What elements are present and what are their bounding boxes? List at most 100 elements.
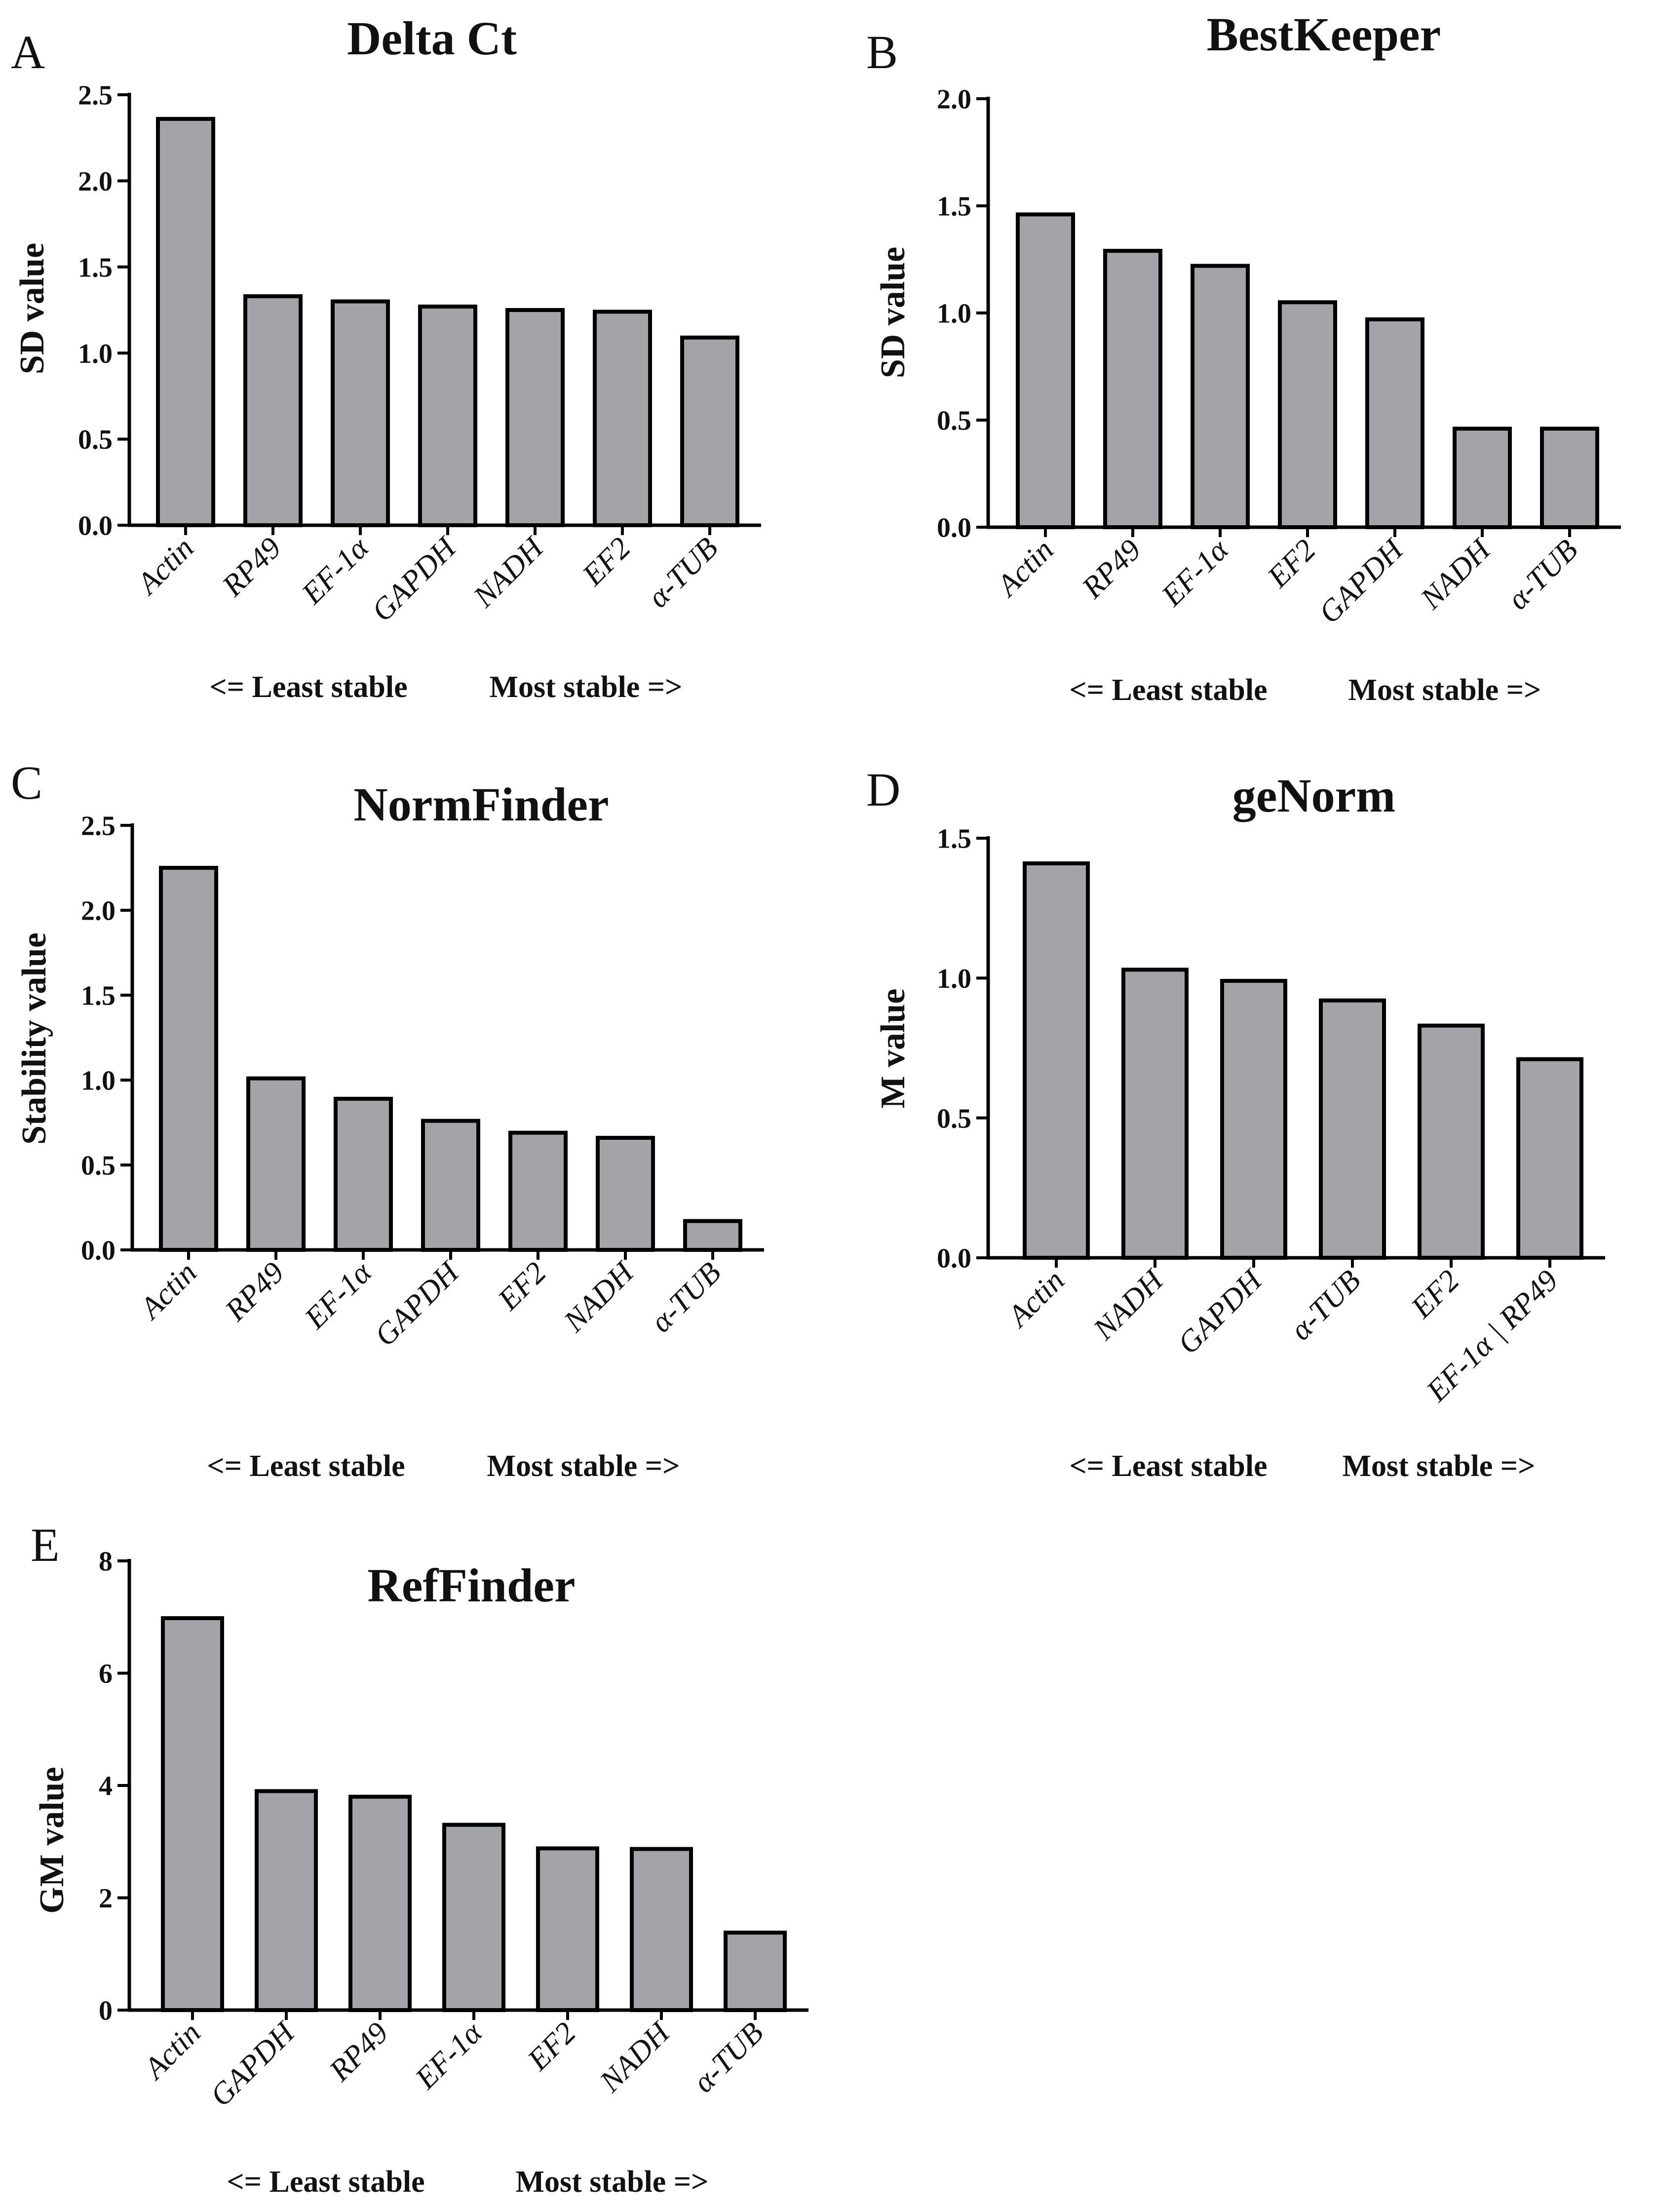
category-label: GAPDH [1312, 532, 1411, 630]
category-label: α-TUB [1284, 1264, 1367, 1347]
bar-4 [505, 308, 565, 527]
category-label: NADH [467, 530, 551, 614]
category-label: EF2 [1261, 533, 1322, 594]
bar-5 [593, 310, 652, 527]
chart-title: NormFinder [353, 778, 609, 831]
bar-6 [1540, 427, 1599, 529]
category-label: GAPDH [204, 2015, 302, 2113]
bar-4 [536, 1846, 599, 2012]
y-tick-label: 2.0 [81, 896, 115, 927]
category-label: GAPDH [368, 1254, 466, 1353]
category-label: NADH [593, 2015, 677, 2098]
y-tick-label: 0.0 [78, 511, 113, 542]
bar-3 [421, 1119, 480, 1252]
y-tick-label: 1.5 [81, 981, 115, 1011]
bar-6 [683, 1219, 742, 1252]
category-label: GAPDH [365, 530, 463, 628]
y-tick-label: 2.5 [78, 80, 113, 111]
chart-title: RefFinder [367, 1559, 575, 1612]
y-tick-label: 6 [99, 1659, 113, 1689]
y-axis-label: SD value [13, 243, 51, 374]
category-label: GAPDH [1171, 1262, 1269, 1360]
y-axis-label: M value [874, 988, 912, 1108]
bar-4 [1418, 1023, 1485, 1260]
y-tick-label: 1.5 [78, 252, 113, 283]
bar-5 [630, 1847, 693, 2013]
category-label: RP49 [219, 1256, 291, 1328]
footer-most-stable: Most stable => [490, 670, 683, 704]
y-tick-label: 0.5 [81, 1151, 115, 1181]
y-axis-label: SD value [874, 247, 912, 378]
y-tick-label: 2 [99, 1883, 113, 1914]
footer-most-stable: Most stable => [516, 2165, 709, 2199]
category-label: EF2 [576, 531, 637, 592]
y-tick-label: 2.0 [78, 166, 113, 197]
bar-6 [724, 1931, 787, 2012]
category-label: EF-1α [298, 1255, 379, 1336]
y-axis-label: Stability value [15, 932, 53, 1145]
category-label: RP49 [1076, 533, 1148, 605]
category-label: RP49 [323, 2016, 395, 2088]
footer-least-stable: <= Least stable [1069, 1449, 1267, 1483]
category-label: EF-1α [1155, 533, 1235, 613]
bar-2 [331, 299, 390, 527]
y-tick-label: 2.5 [81, 811, 115, 842]
y-tick-label: 1.0 [937, 964, 971, 994]
y-axis-label: GM value [33, 1767, 71, 1913]
y-tick-label: 0.5 [937, 406, 971, 436]
bar-6 [680, 335, 739, 527]
y-tick-label: 0.0 [937, 1243, 971, 1274]
bar-5 [1516, 1057, 1583, 1260]
footer-most-stable: Most stable => [487, 1449, 680, 1483]
bar-1 [1121, 968, 1189, 1260]
bar-5 [596, 1135, 655, 1252]
category-label: Actin [136, 2016, 207, 2087]
chart-title: Delta Ct [347, 12, 517, 65]
bar-0 [1016, 212, 1075, 529]
chart-title: BestKeeper [1207, 8, 1441, 61]
panel-a-delta-ct: A Delta Ct SD value 0.0 0.5 1.0 1.5 2.0 2.5 Ac… [11, 12, 761, 704]
panel-letter: E [31, 1518, 60, 1571]
y-tick-label: 0 [99, 1996, 113, 2026]
footer-least-stable: <= Least stable [227, 2165, 424, 2199]
panel-letter: A [11, 26, 45, 78]
y-tick-label: 1.5 [937, 192, 971, 222]
bar-3 [1278, 300, 1337, 529]
bar-1 [243, 294, 303, 527]
footer-least-stable: <= Least stable [207, 1449, 405, 1483]
bar-2 [334, 1096, 393, 1252]
category-label: α-TUB [644, 1256, 728, 1339]
y-tick-label: 8 [99, 1547, 113, 1577]
y-tick-label: 2.0 [937, 84, 971, 115]
bar-4 [508, 1130, 568, 1252]
bar-1 [255, 1789, 318, 2012]
panel-b-bestkeeper: B BestKeeper SD value 0.0 0.5 1.0 1.5 2.0 Act… [866, 8, 1621, 707]
category-label: NADH [1414, 532, 1498, 616]
y-tick-label: 0.0 [937, 513, 971, 543]
bar-3 [1319, 998, 1386, 1260]
category-label: α-TUB [687, 2016, 770, 2099]
panel-letter: C [11, 756, 42, 809]
category-label: EF2 [492, 1256, 553, 1317]
category-label: Actin [129, 531, 200, 602]
bar-4 [1365, 317, 1424, 530]
category-label: Actin [132, 1256, 203, 1326]
y-tick-label: 1.0 [937, 299, 971, 329]
bar-0 [156, 116, 215, 528]
panel-d-genorm: D geNorm M value 0.0 0.5 1.0 1.5 Actin NADH GA… [866, 763, 1605, 1483]
footer-most-stable: Most stable => [1348, 673, 1541, 707]
footer-least-stable: <= Least stable [1069, 673, 1267, 707]
category-label: EF2 [521, 2016, 582, 2077]
panel-letter: D [866, 763, 900, 816]
panel-letter: B [866, 26, 898, 78]
bar-3 [442, 1823, 505, 2012]
category-label: RP49 [216, 531, 288, 603]
y-tick-label: 0.5 [937, 1103, 971, 1134]
category-label: NADH [1087, 1262, 1171, 1346]
y-tick-label: 1.5 [937, 824, 971, 854]
footer-most-stable: Most stable => [1343, 1449, 1536, 1483]
